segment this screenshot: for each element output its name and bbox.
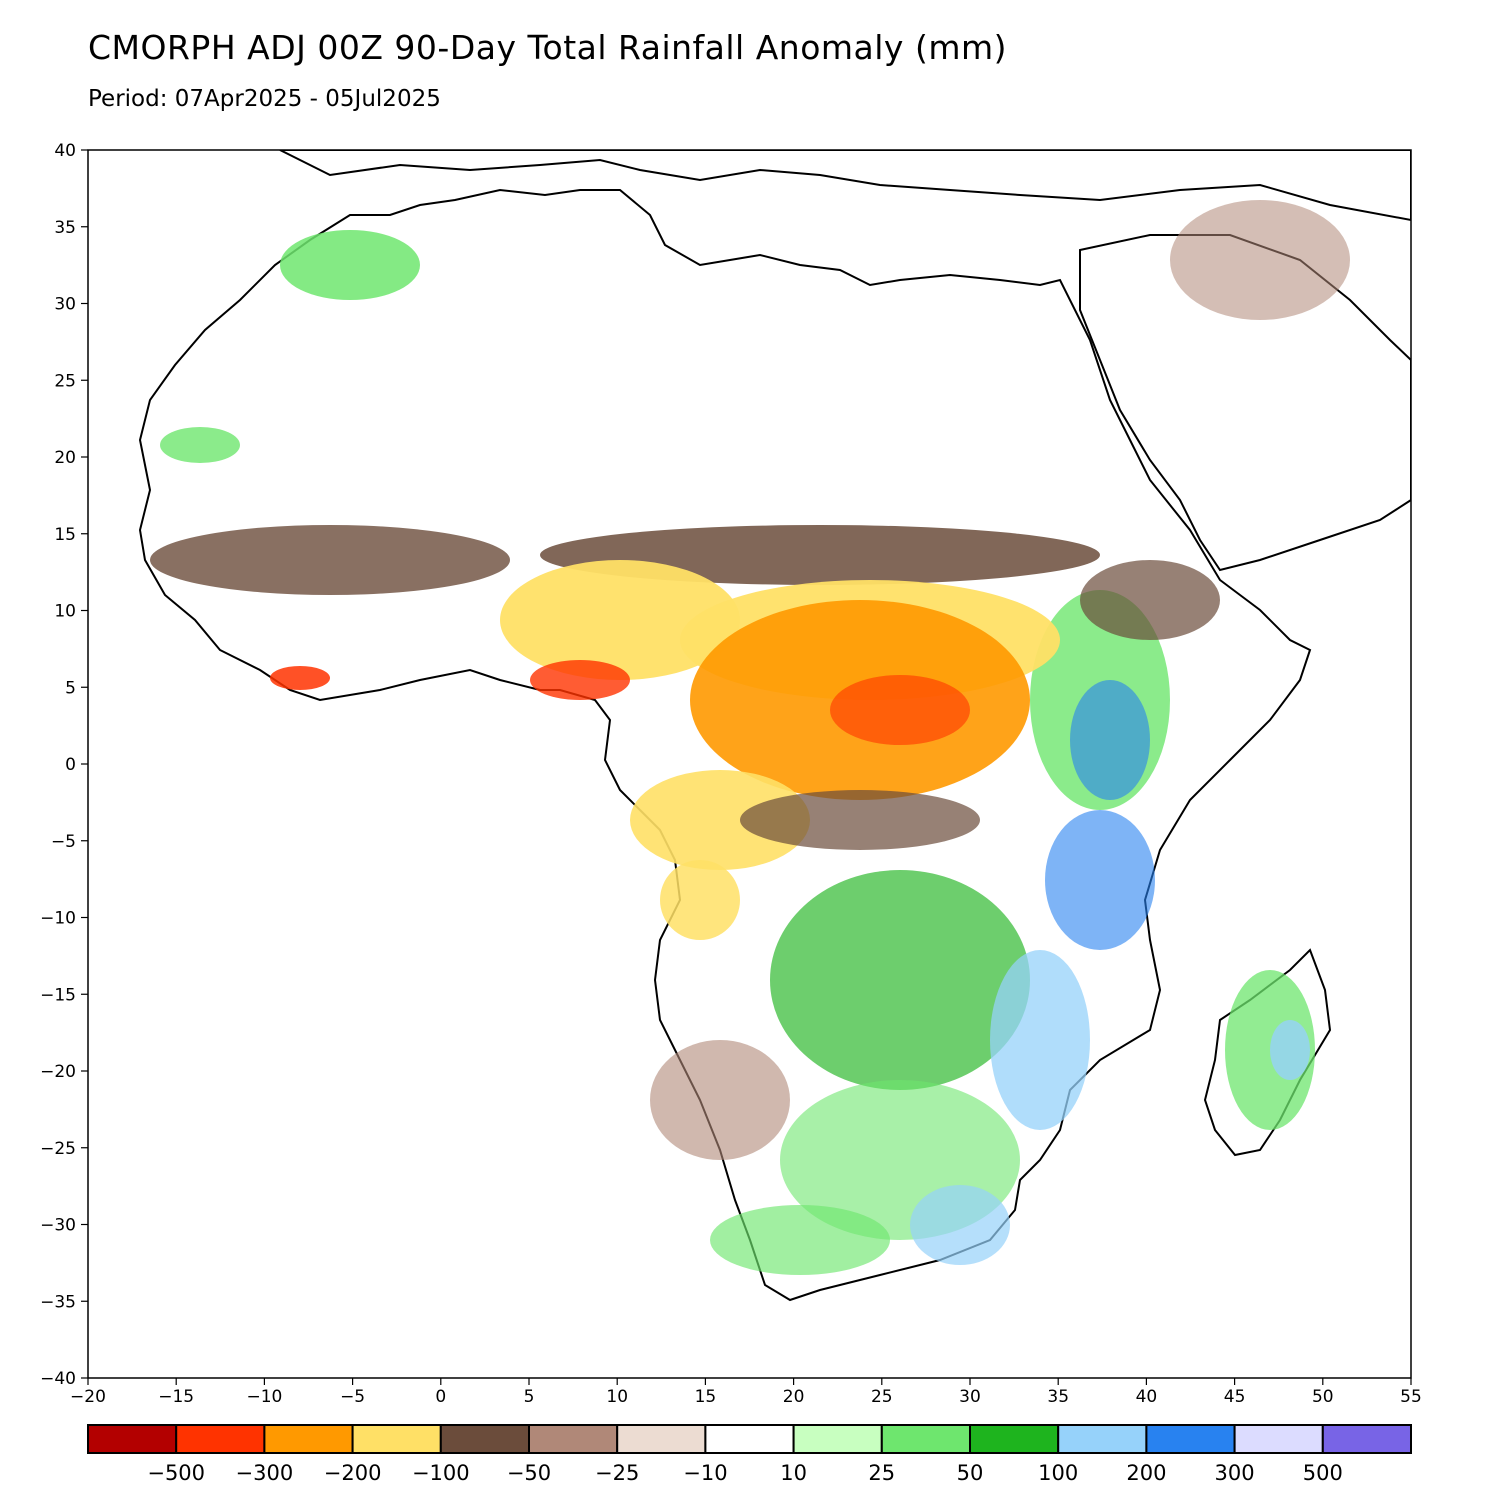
lat-tick-label: −10 — [40, 909, 76, 929]
colorbar-swatch — [616, 1424, 707, 1454]
colorbar-label: 500 — [1303, 1461, 1343, 1485]
lon-tick-label: −15 — [158, 1387, 194, 1407]
lat-tick-label: 5 — [65, 678, 76, 698]
colorbar-swatch — [439, 1424, 530, 1454]
map-layer — [138, 150, 1411, 1302]
lat-tick-label: −25 — [40, 1139, 76, 1159]
colorbar-swatch — [1057, 1424, 1148, 1454]
colorbar: −500 −300 −200 −100 −50 −25 −10 10 25 50 100 200 300… — [87, 1424, 1413, 1485]
colorbar-label: −300 — [236, 1461, 294, 1485]
lat-tick-label: 20 — [54, 448, 76, 468]
colorbar-label: −200 — [324, 1461, 382, 1485]
dry-anomaly-regions — [150, 200, 1350, 1160]
lon-tick-label: 5 — [524, 1387, 535, 1407]
colorbar-label: −500 — [147, 1461, 205, 1485]
colorbar-swatch — [1145, 1424, 1236, 1454]
colorbar-swatch — [792, 1424, 883, 1454]
lat-tick-label: −35 — [40, 1292, 76, 1312]
map-subtitle: Period: 07Apr2025 - 05Jul2025 — [88, 86, 441, 112]
lon-tick-label: 20 — [783, 1387, 805, 1407]
lat-tick-label: −40 — [40, 1369, 76, 1389]
lon-tick-label: −20 — [70, 1387, 106, 1407]
lon-tick-label: 25 — [871, 1387, 893, 1407]
lat-tick-label: −20 — [40, 1062, 76, 1082]
lon-tick-label: −10 — [246, 1387, 282, 1407]
colorbar-swatch — [969, 1424, 1060, 1454]
lon-tick-label: 55 — [1400, 1387, 1422, 1407]
lon-tick-label: −5 — [340, 1387, 365, 1407]
colorbar-label: −100 — [412, 1461, 470, 1485]
colorbar-swatch — [704, 1424, 795, 1454]
colorbar-swatch — [351, 1424, 442, 1454]
lat-tick-label: −5 — [51, 832, 76, 852]
lon-tick-label: 10 — [606, 1387, 628, 1407]
lat-tick-label: 15 — [54, 525, 76, 545]
axis-layer: −20 −15 −10 −5 0 5 10 15 20 25 30 35 40 45 50 554035302… — [40, 141, 1422, 1407]
colorbar-label: 10 — [780, 1461, 807, 1485]
lat-tick-label: 30 — [54, 295, 76, 315]
wet-anomaly-regions — [160, 230, 1315, 1275]
lon-tick-label: 15 — [695, 1387, 717, 1407]
europe-landmass — [279, 150, 1411, 222]
colorbar-swatch — [87, 1424, 178, 1454]
colorbar-swatch — [263, 1424, 354, 1454]
lon-tick-label: 35 — [1047, 1387, 1069, 1407]
colorbar-swatch — [1321, 1424, 1413, 1454]
lon-tick-label: 30 — [959, 1387, 981, 1407]
colorbar-swatch — [880, 1424, 971, 1454]
colorbar-swatch — [1233, 1424, 1324, 1454]
lat-tick-label: 10 — [54, 602, 76, 622]
lat-tick-label: 25 — [54, 371, 76, 391]
colorbar-label: 100 — [1038, 1461, 1078, 1485]
lat-tick-label: 40 — [54, 141, 76, 161]
lon-tick-label: 40 — [1136, 1387, 1158, 1407]
colorbar-label: 300 — [1215, 1461, 1255, 1485]
map-title: CMORPH ADJ 00Z 90-Day Total Rainfall Ano… — [88, 28, 1007, 67]
lon-tick-label: 45 — [1224, 1387, 1246, 1407]
lon-tick-label: 0 — [435, 1387, 446, 1407]
colorbar-label: 200 — [1126, 1461, 1166, 1485]
lat-tick-label: 35 — [54, 218, 76, 238]
lat-tick-label: −30 — [40, 1216, 76, 1236]
colorbar-label: 25 — [868, 1461, 895, 1485]
lon-tick-label: 50 — [1312, 1387, 1334, 1407]
colorbar-label: −50 — [507, 1461, 551, 1485]
colorbar-label: −10 — [683, 1461, 727, 1485]
lat-tick-label: −15 — [40, 985, 76, 1005]
colorbar-label: −25 — [595, 1461, 639, 1485]
colorbar-swatch — [528, 1424, 619, 1454]
colorbar-label: 50 — [957, 1461, 984, 1485]
colorbar-swatch — [175, 1424, 266, 1454]
lat-tick-label: 0 — [65, 755, 76, 775]
